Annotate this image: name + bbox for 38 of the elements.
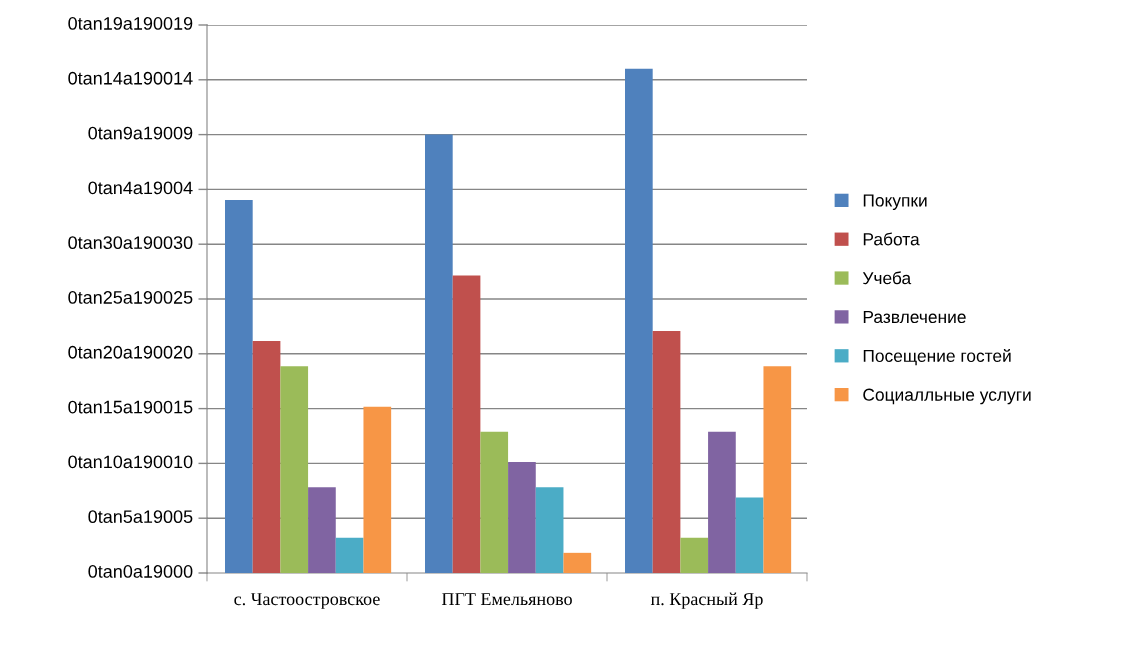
bar	[252, 341, 281, 573]
bar	[735, 497, 764, 573]
bar	[680, 537, 709, 573]
text: 0tan4a19004	[88, 181, 193, 195]
text: 0tan15a190015	[68, 400, 193, 414]
legend-label: Покупки	[863, 194, 927, 210]
bar	[425, 134, 453, 573]
bar	[708, 431, 736, 573]
text: 0tan0a19000	[88, 565, 193, 578]
x-tick-label: ПГТ Емельяново	[441, 593, 572, 606]
legend-label: Посещение гостей	[863, 348, 1011, 366]
text: 0tan10a190010	[68, 455, 193, 469]
bar	[452, 275, 481, 573]
x-tick-label: с. Частоостровское	[234, 593, 380, 609]
text: 0tan9a19009	[88, 126, 193, 140]
x-tick-label: п. Красный Яр	[650, 592, 763, 609]
bar	[335, 537, 364, 573]
text: 0tan20a190020	[68, 345, 193, 359]
text: 0tan19a190019	[68, 17, 193, 30]
bar	[535, 487, 564, 573]
bar	[563, 552, 592, 573]
legend-label: Развлечение	[863, 310, 966, 324]
bar	[480, 431, 509, 573]
bar	[763, 366, 792, 573]
legend-label: Работа	[863, 232, 920, 246]
bar	[625, 68, 653, 573]
bar	[508, 462, 536, 573]
text: 0tan25a190025	[68, 291, 193, 304]
bar	[280, 366, 309, 573]
bar	[652, 331, 681, 573]
legend-label: Социалльные услуги	[863, 388, 1031, 405]
text: 0tan14a190014	[68, 71, 193, 85]
text: 0tan5a19005	[88, 510, 193, 524]
bar	[363, 406, 392, 573]
bar	[308, 487, 336, 573]
legend-label: Учеба	[862, 271, 912, 285]
text: 0tan30a190030	[68, 236, 193, 250]
bar	[225, 199, 253, 573]
